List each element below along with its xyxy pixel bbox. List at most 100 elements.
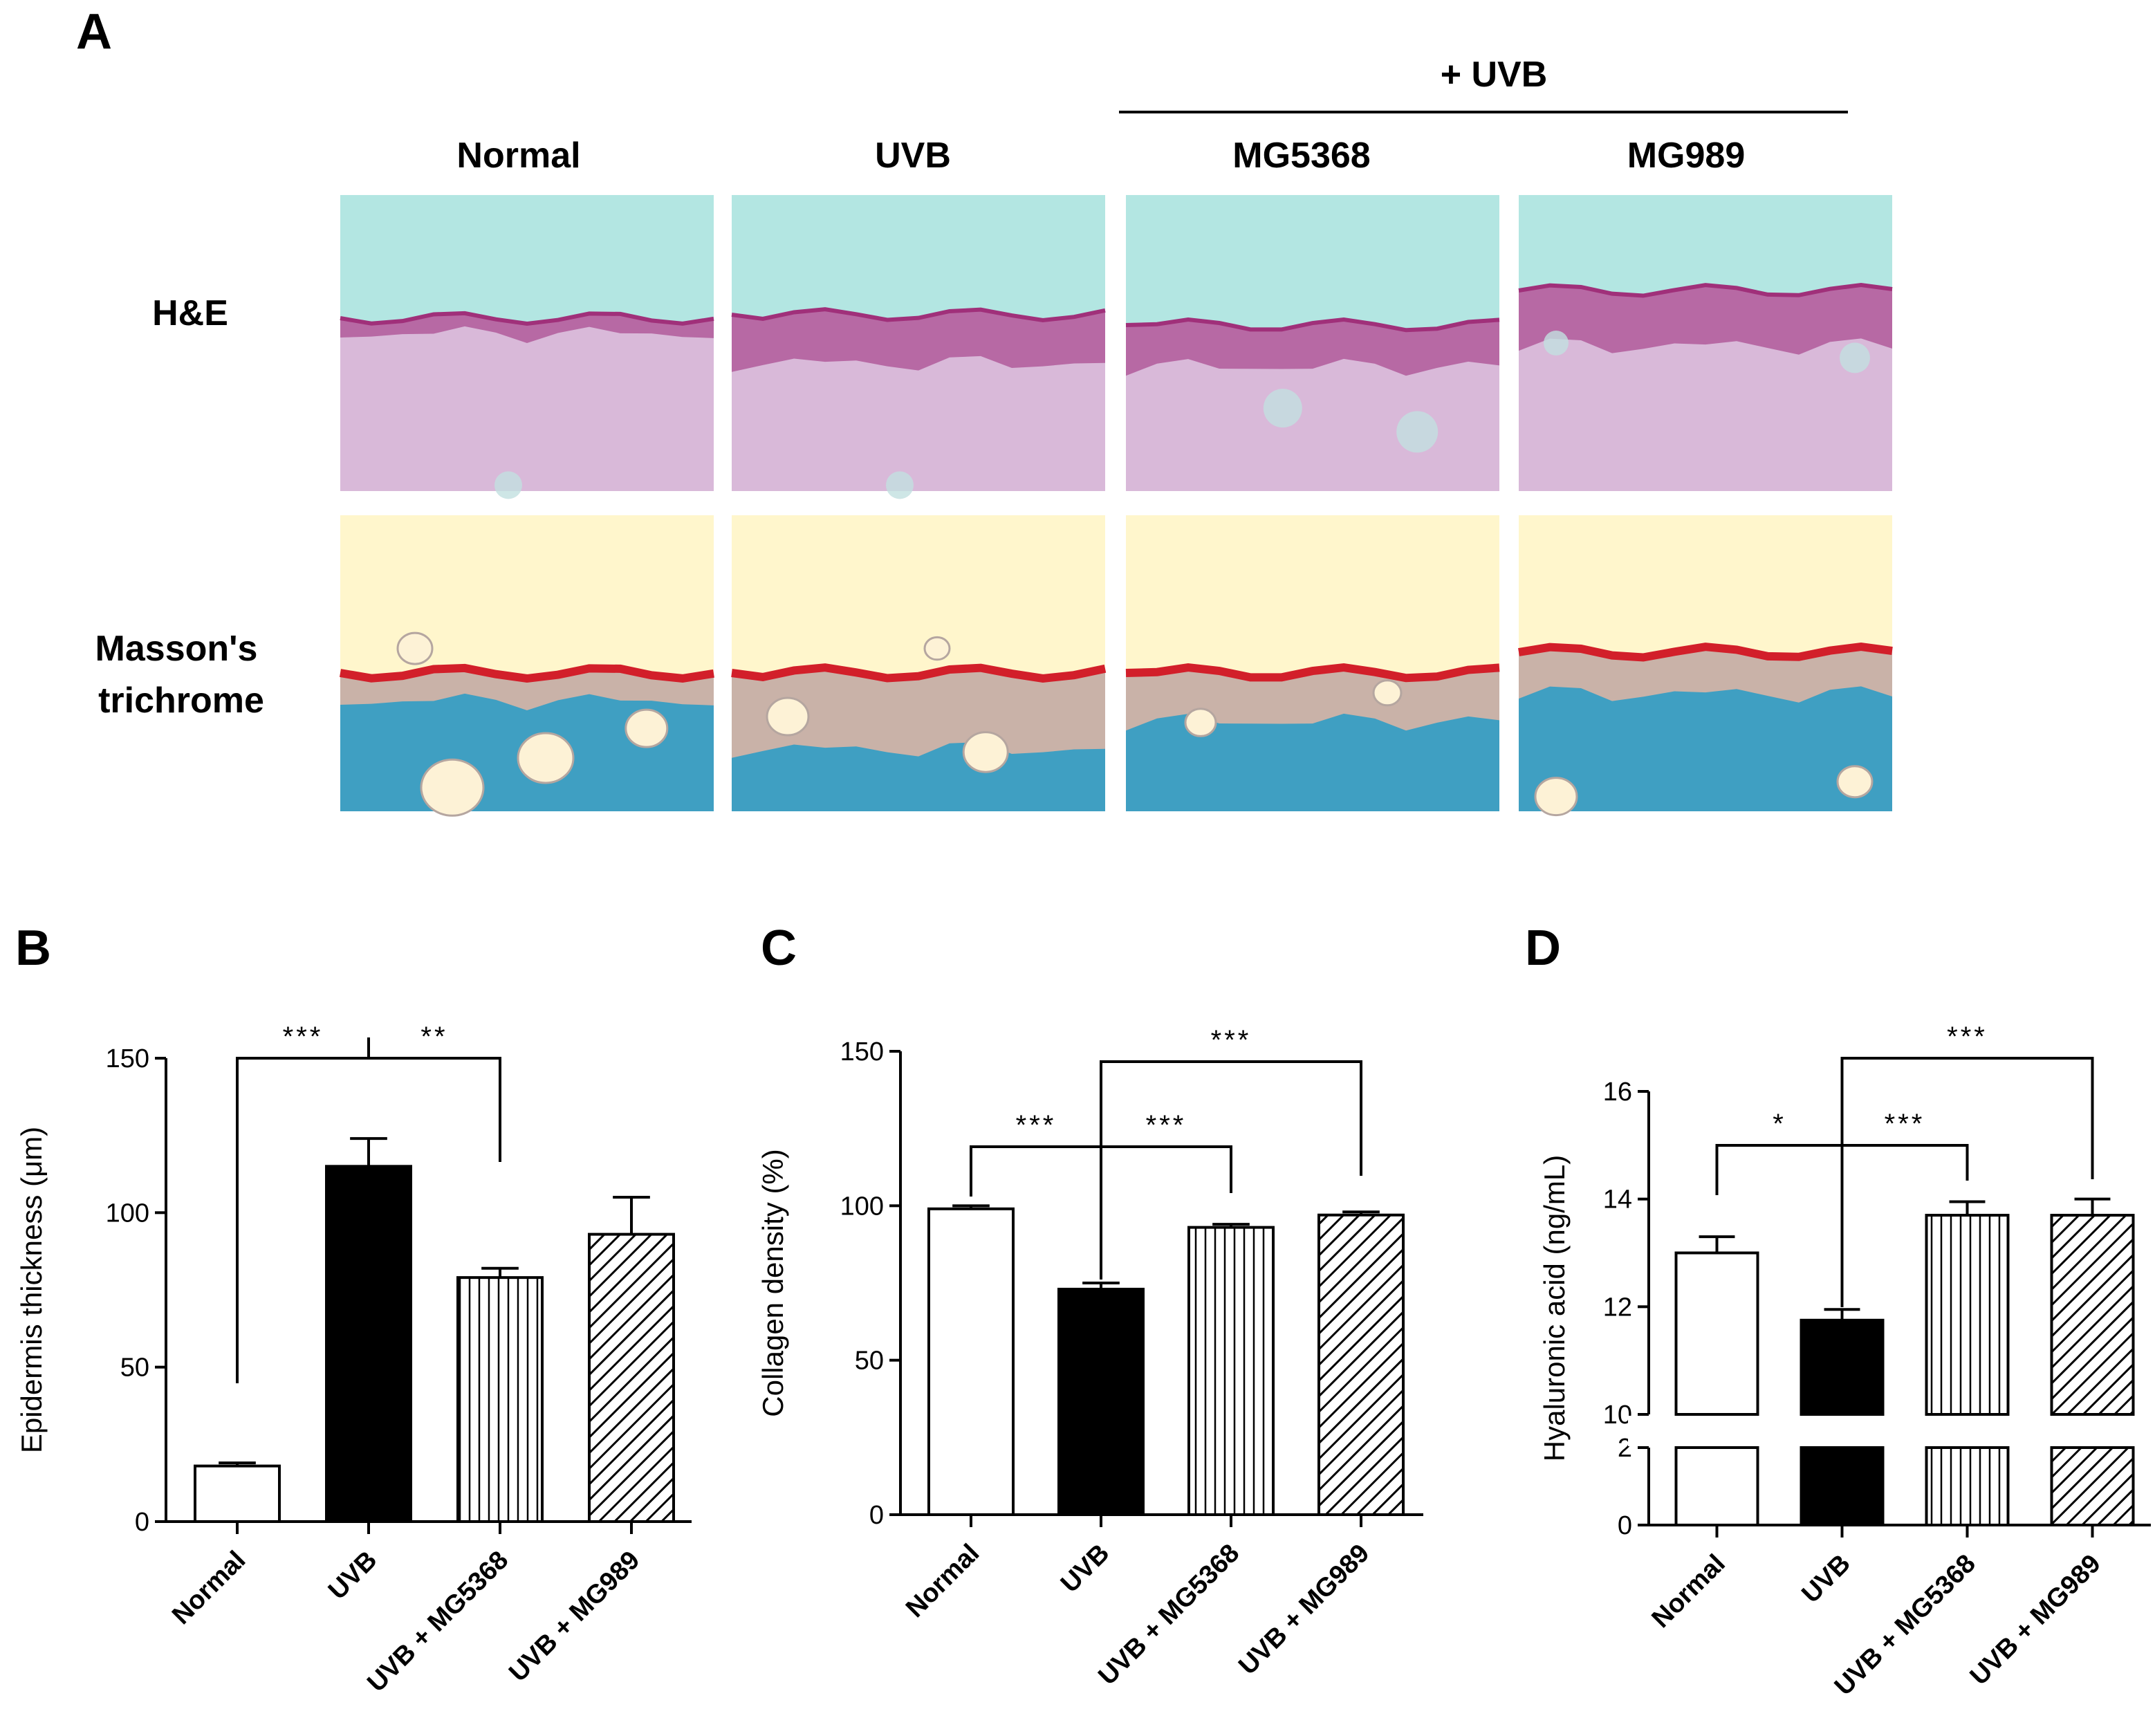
y-tick-label: 150 <box>840 1037 884 1066</box>
micrograph-epidermis <box>732 309 1105 372</box>
micrograph-dermis <box>340 313 714 491</box>
column-label-mg5368: MG5368 <box>1232 136 1370 176</box>
significance-label: * <box>1773 1109 1786 1139</box>
y-tick-label: 50 <box>120 1354 149 1383</box>
bar <box>1800 1318 1885 1416</box>
y-tick-label: 12 <box>1603 1293 1632 1322</box>
micrograph-fat-cell <box>923 636 951 661</box>
panel-letter-a: A <box>76 4 112 59</box>
significance-bracket <box>1840 1057 2094 1300</box>
row-label-masson: Masson's <box>95 629 258 669</box>
micrograph-stratum-corneum <box>731 663 1107 683</box>
bar-lower-segment <box>1674 1446 1759 1526</box>
x-tick-label: UVB <box>1796 1549 1856 1609</box>
y-tick-label: 14 <box>1603 1185 1632 1215</box>
significance-label: *** <box>1146 1110 1187 1141</box>
micrograph-fat-cell <box>396 631 434 665</box>
y-axis-label: Hyaluronic acid (ng/mL) <box>1538 1155 1571 1462</box>
micrograph-stratum-corneum <box>1125 317 1500 333</box>
micrograph-fat-cell <box>420 758 485 817</box>
y-tick-label: 0 <box>1618 1511 1632 1540</box>
micrograph-structure <box>1263 389 1302 428</box>
bar <box>1057 1287 1145 1517</box>
column-label-uvb: UVB <box>875 136 951 176</box>
bar <box>2050 1214 2135 1416</box>
micrograph-grid <box>339 195 1893 817</box>
micrograph-fat-cell <box>625 708 669 748</box>
x-tick-label: UVB + MG989 <box>1965 1549 2107 1691</box>
significance-label: *** <box>1947 1022 1988 1052</box>
micrograph-stratum-corneum <box>339 663 714 683</box>
micrograph-epidermis <box>732 667 1105 758</box>
bar-lower-segment <box>1800 1446 1885 1526</box>
micrograph-structure <box>494 471 522 499</box>
bar <box>1674 1251 1759 1416</box>
micrograph-fat-cell <box>962 731 1009 773</box>
significance-label: *** <box>1016 1110 1057 1141</box>
micrograph-structure <box>1396 411 1439 453</box>
y-tick-label: 150 <box>106 1044 149 1073</box>
significance-label: *** <box>1885 1109 1925 1139</box>
x-tick-label: UVB <box>323 1546 382 1605</box>
y-tick-label: 100 <box>840 1192 884 1221</box>
panel-letter-b: B <box>15 921 51 976</box>
bar <box>194 1464 281 1524</box>
micrograph-fat-cell <box>1372 679 1403 707</box>
x-tick-label: UVB <box>1055 1539 1115 1598</box>
x-tick-label: UVB + MG989 <box>503 1546 645 1688</box>
micrograph-stratum-corneum <box>1518 282 1893 298</box>
chart-b: B 0 50 100 150 Epidermis thickness (μm) Norma… <box>15 921 692 1698</box>
panel-letter-c: C <box>761 921 797 976</box>
x-tick-label: Normal <box>900 1539 985 1623</box>
micrograph-fat-cell <box>766 696 810 737</box>
axis-break-gap <box>1628 1416 2155 1446</box>
bar <box>1317 1213 1405 1516</box>
row-label-trichrome: trichrome <box>98 681 264 721</box>
x-tick-label: Normal <box>1647 1549 1731 1634</box>
y-axis-label: Collagen density (%) <box>757 1149 789 1417</box>
bar <box>325 1165 412 1524</box>
bar-lower-segment <box>2050 1446 2135 1526</box>
panel-letter-d: D <box>1525 921 1561 976</box>
y-tick-label: 10 <box>1603 1401 1632 1430</box>
micrograph-epidermis <box>1126 320 1499 376</box>
significance-label: ** <box>420 1022 447 1052</box>
micrograph-epidermis <box>340 313 714 343</box>
y-tick-label: 100 <box>106 1199 149 1228</box>
bar-lower-segment <box>1925 1446 2010 1526</box>
bar <box>1187 1226 1275 1516</box>
x-tick-label: UVB + MG5368 <box>1093 1539 1245 1691</box>
treatment-header: + UVB <box>1441 55 1548 95</box>
micrograph-epidermis <box>1519 285 1892 355</box>
significance-bracket <box>1100 1060 1362 1273</box>
micrograph-epidermis <box>340 667 714 710</box>
x-tick-label: UVB + MG5368 <box>362 1546 514 1698</box>
significance-label: *** <box>283 1022 324 1052</box>
chart-c: C 0 50 100 150 Collagen density (%) Normal UVB… <box>757 921 1423 1691</box>
column-label-mg989: MG989 <box>1627 136 1746 176</box>
y-tick-label: 0 <box>869 1501 884 1530</box>
micrograph-stratum-corneum <box>1518 642 1893 662</box>
x-tick-label: Normal <box>167 1546 251 1630</box>
significance-bracket <box>367 1037 501 1162</box>
y-tick-label: 0 <box>135 1508 149 1537</box>
significance-label: *** <box>1211 1025 1252 1055</box>
row-label-he: H&E <box>152 293 228 333</box>
micrograph-fat-cell <box>517 732 575 784</box>
y-tick-label: 50 <box>855 1347 884 1376</box>
bar <box>588 1232 675 1523</box>
micrograph-structure <box>1840 342 1870 373</box>
y-tick-label: 16 <box>1603 1078 1632 1107</box>
micrograph-structure <box>886 471 914 499</box>
micrograph-structure <box>1544 331 1569 355</box>
bar <box>1925 1214 2010 1416</box>
micrograph-stratum-corneum <box>1125 663 1500 683</box>
micrograph-fat-cell <box>1534 777 1578 817</box>
micrograph-epidermis <box>1126 667 1499 731</box>
column-label-normal: Normal <box>456 136 580 176</box>
x-tick-label: UVB + MG989 <box>1233 1539 1375 1681</box>
micrograph-stratum-corneum <box>731 307 1106 322</box>
bar <box>456 1276 544 1523</box>
